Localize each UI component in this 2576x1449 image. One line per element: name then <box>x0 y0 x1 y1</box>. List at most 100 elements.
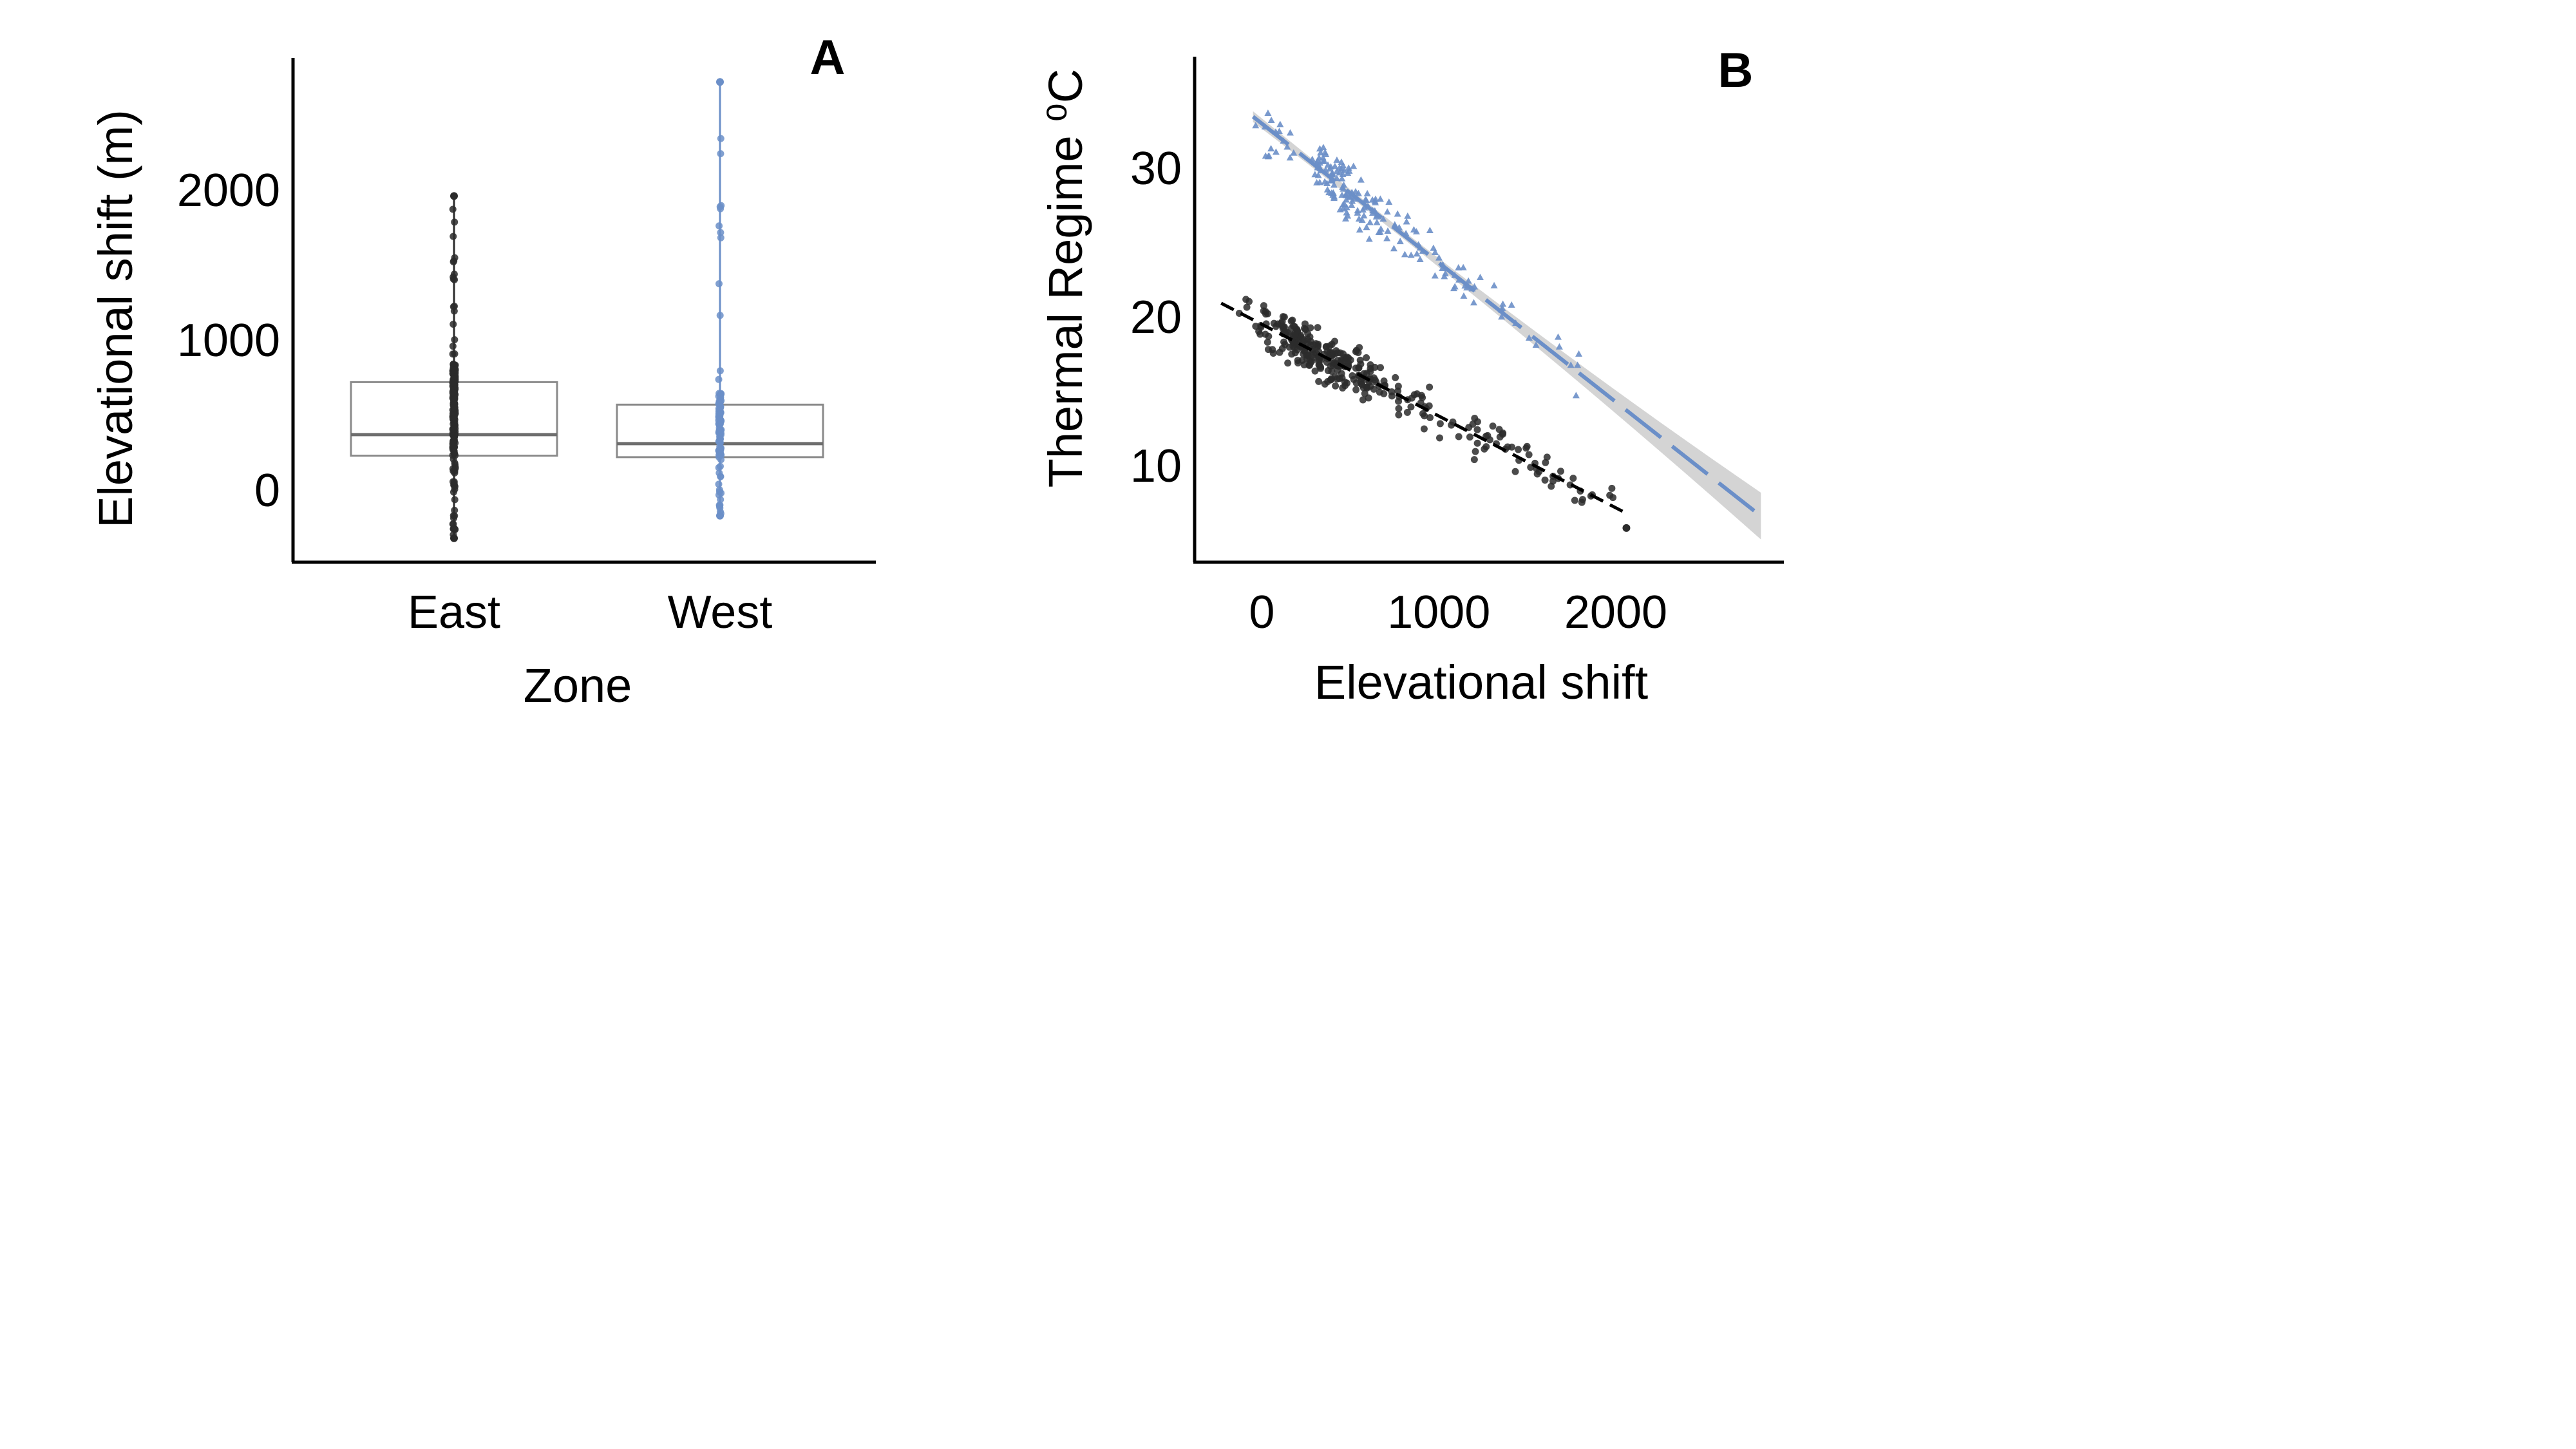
data-point-triangle <box>1379 215 1387 222</box>
data-point-circle <box>1291 340 1298 348</box>
data-point-circle <box>1495 426 1503 433</box>
data-point-circle <box>1578 498 1586 506</box>
data-point-circle <box>1403 408 1411 416</box>
data-point-triangle <box>1508 301 1515 308</box>
data-point-circle <box>1469 421 1477 428</box>
data-point-east <box>450 478 458 486</box>
data-point-circle <box>1340 350 1347 358</box>
data-point-east <box>450 525 457 533</box>
data-point-west <box>715 427 723 435</box>
data-point-triangle <box>1327 176 1334 184</box>
data-point-west <box>715 375 723 383</box>
data-point-west <box>715 491 723 499</box>
fit-line-circle <box>1220 301 1627 515</box>
data-point-circle <box>1455 433 1463 440</box>
data-point-triangle <box>1336 205 1344 213</box>
data-point-circle <box>1569 475 1577 482</box>
data-point-circle <box>1307 324 1314 332</box>
data-point-circle <box>1436 420 1444 428</box>
data-point-west <box>715 480 723 488</box>
data-point-circle <box>1301 337 1309 345</box>
data-point-circle <box>1311 367 1319 375</box>
data-point-east <box>450 275 457 283</box>
data-point-circle <box>1301 320 1309 328</box>
data-point-east <box>450 232 457 240</box>
data-point-circle <box>1269 349 1277 357</box>
data-point-triangle <box>1340 200 1348 207</box>
data-point-west <box>717 205 724 213</box>
data-point-circle <box>1486 436 1493 444</box>
data-point-east <box>451 395 459 403</box>
data-point-circle <box>1279 313 1287 321</box>
data-point-circle <box>1608 484 1616 492</box>
data-point-triangle <box>1366 218 1374 225</box>
data-point-triangle <box>1321 178 1329 185</box>
data-point-triangle <box>1459 263 1467 270</box>
data-point-triangle <box>1283 143 1291 150</box>
data-point-circle <box>1426 413 1434 421</box>
data-point-circle <box>1356 356 1364 364</box>
data-point-circle <box>1473 439 1481 447</box>
panel-b-scatter: 10 20 30 0 1000 2000 B Elevational shift Ther… <box>1039 43 1784 709</box>
data-point-triangle <box>1355 215 1363 222</box>
data-point-triangle <box>1384 227 1392 234</box>
data-point-circle <box>1622 524 1631 532</box>
data-point-circle <box>1293 325 1301 333</box>
data-point-west <box>716 367 724 375</box>
data-point-triangle <box>1383 208 1391 215</box>
panel-a-boxplot: 0 1000 2000 East West A Zone Elevational shi… <box>89 30 876 712</box>
data-point-triangle <box>1343 204 1350 211</box>
panel-b-y-tick-label: 30 <box>1130 143 1182 194</box>
data-point-triangle <box>1403 218 1410 225</box>
panel-b-x-tick-label: 1000 <box>1387 587 1490 638</box>
data-point-triangle <box>1262 152 1269 159</box>
data-point-triangle <box>1327 163 1334 170</box>
data-point-triangle <box>1430 244 1437 251</box>
data-point-triangle <box>1574 361 1582 368</box>
data-point-triangle <box>1357 176 1365 183</box>
data-point-triangle <box>1401 251 1408 258</box>
data-point-circle <box>1284 359 1292 367</box>
data-point-circle <box>1426 383 1434 391</box>
data-point-east <box>451 390 459 397</box>
data-point-triangle <box>1349 197 1356 204</box>
data-point-circle <box>1511 468 1519 475</box>
data-point-triangle <box>1365 235 1373 242</box>
data-point-circle <box>1352 348 1359 355</box>
data-point-triangle <box>1354 189 1362 196</box>
data-point-circle <box>1328 341 1336 348</box>
data-point-circle <box>1470 456 1478 464</box>
data-point-east <box>451 350 459 358</box>
panel-a-x-axis-label: Zone <box>524 659 632 712</box>
data-point-triangle <box>1316 159 1323 166</box>
data-point-triangle <box>1431 272 1439 279</box>
data-point-east <box>450 534 458 542</box>
data-point-triangle <box>1276 120 1284 128</box>
data-point-triangle <box>1344 212 1352 219</box>
data-point-triangle <box>1441 270 1449 277</box>
data-point-triangle <box>1390 245 1397 252</box>
data-point-west <box>715 222 723 230</box>
data-point-circle <box>1272 323 1280 330</box>
panel-a-y-tick-label: 0 <box>254 465 280 516</box>
data-point-circle <box>1542 459 1549 466</box>
data-point-triangle <box>1360 212 1368 219</box>
data-point-triangle <box>1290 149 1298 156</box>
data-point-triangle <box>1555 343 1563 350</box>
data-point-triangle <box>1416 256 1424 262</box>
data-point-triangle <box>1498 313 1506 320</box>
data-point-circle <box>1515 446 1522 453</box>
data-point-triangle <box>1363 189 1371 196</box>
data-point-west <box>715 400 723 408</box>
data-point-east <box>449 343 457 350</box>
data-point-circle <box>1367 361 1374 368</box>
data-point-triangle <box>1361 204 1368 211</box>
data-point-west <box>717 229 724 236</box>
data-point-circle <box>1264 338 1271 346</box>
data-point-circle <box>1370 385 1378 393</box>
data-point-triangle <box>1376 195 1384 202</box>
data-point-west <box>717 234 724 242</box>
panel-a-plot-area <box>350 78 824 542</box>
data-point-west <box>717 444 724 452</box>
